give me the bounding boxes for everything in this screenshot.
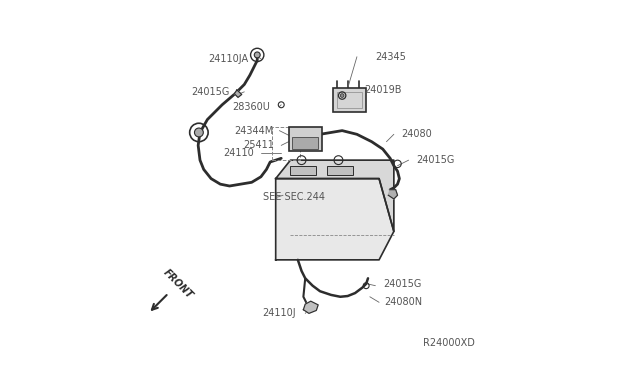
Polygon shape (276, 179, 394, 260)
Text: 24110: 24110 (223, 148, 253, 158)
Text: 24080N: 24080N (385, 297, 423, 307)
Text: R24000XD: R24000XD (423, 339, 475, 349)
Polygon shape (388, 190, 397, 199)
Text: FRONT: FRONT (161, 267, 195, 301)
Bar (292, 137, 318, 149)
Text: 24110J: 24110J (262, 308, 296, 318)
Polygon shape (303, 301, 318, 313)
Text: 24345: 24345 (376, 52, 406, 62)
Circle shape (254, 52, 260, 58)
Text: 24015G: 24015G (383, 279, 421, 289)
Bar (291, 166, 316, 175)
Text: 25411: 25411 (243, 140, 274, 150)
Text: 24019B: 24019B (364, 85, 402, 95)
Circle shape (195, 128, 204, 137)
Bar (289, 127, 322, 151)
Polygon shape (276, 160, 394, 231)
Text: 24110JA: 24110JA (208, 54, 248, 64)
Bar (337, 92, 362, 109)
Text: 24015G: 24015G (191, 87, 230, 97)
Text: 24344M: 24344M (235, 126, 274, 136)
Text: 24015G: 24015G (416, 155, 454, 165)
Circle shape (340, 94, 344, 97)
Text: 28360U: 28360U (232, 102, 270, 112)
Bar (333, 88, 366, 112)
Text: SEE SEC.244: SEE SEC.244 (263, 192, 324, 202)
Polygon shape (234, 90, 242, 97)
Text: 24080: 24080 (401, 129, 432, 139)
Bar (272, 127, 300, 160)
Bar (328, 166, 353, 175)
